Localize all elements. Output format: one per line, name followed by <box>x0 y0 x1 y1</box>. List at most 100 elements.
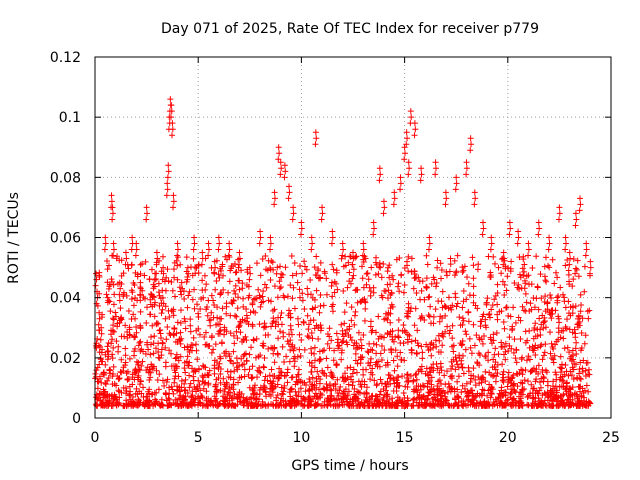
data-point <box>340 389 347 396</box>
data-point <box>342 330 349 337</box>
data-point <box>284 293 291 300</box>
data-point <box>530 347 537 354</box>
data-point <box>223 348 230 355</box>
data-point <box>102 391 109 398</box>
data-point <box>120 293 127 300</box>
data-point <box>405 253 412 260</box>
data-point <box>210 297 217 304</box>
data-point <box>321 347 328 354</box>
data-point <box>485 349 492 356</box>
data-point <box>465 368 472 375</box>
data-point <box>487 314 494 321</box>
data-point <box>495 351 502 358</box>
data-point <box>361 378 368 385</box>
data-point <box>274 264 281 271</box>
data-point <box>320 302 327 309</box>
data-point <box>573 339 580 346</box>
data-point <box>308 345 315 352</box>
data-point <box>507 265 514 272</box>
data-point <box>562 234 569 241</box>
data-point <box>468 141 475 148</box>
data-point <box>164 174 171 181</box>
data-point <box>333 330 340 337</box>
data-point <box>276 285 283 292</box>
data-point <box>456 314 463 321</box>
data-point <box>575 273 582 280</box>
data-point <box>564 316 571 323</box>
data-point <box>564 257 571 264</box>
data-point <box>288 402 295 409</box>
data-point <box>442 189 449 196</box>
data-point <box>160 264 167 271</box>
data-point <box>108 198 115 205</box>
data-point <box>423 275 430 282</box>
data-point <box>289 272 296 279</box>
data-point <box>156 302 163 309</box>
data-point <box>418 312 425 319</box>
data-point <box>123 255 130 262</box>
data-point <box>387 328 394 335</box>
y-tick-label: 0.02 <box>50 351 81 367</box>
data-point <box>514 383 521 390</box>
data-point <box>427 303 434 310</box>
data-point <box>169 287 176 294</box>
data-point <box>99 358 106 365</box>
data-point <box>98 330 105 337</box>
data-point <box>524 337 531 344</box>
data-point <box>500 376 507 383</box>
data-point <box>532 351 539 358</box>
data-point <box>146 377 153 384</box>
data-point <box>374 381 381 388</box>
data-point <box>395 316 402 323</box>
data-point <box>220 375 227 382</box>
data-point <box>524 393 531 400</box>
data-point <box>216 328 223 335</box>
data-point <box>247 402 254 409</box>
data-point <box>342 253 349 260</box>
data-point <box>415 342 422 349</box>
data-point <box>553 376 560 383</box>
data-point <box>501 351 508 358</box>
data-point <box>380 394 387 401</box>
data-point <box>191 383 198 390</box>
data-point <box>174 252 181 259</box>
data-point <box>233 328 240 335</box>
data-point <box>486 369 493 376</box>
data-point <box>151 294 158 301</box>
data-point <box>159 377 166 384</box>
data-point <box>405 377 412 384</box>
y-tick-label: 0.08 <box>50 170 81 186</box>
data-point <box>187 380 194 387</box>
data-point <box>156 292 163 299</box>
data-point <box>384 393 391 400</box>
data-point <box>178 291 185 298</box>
data-point <box>174 246 181 253</box>
data-point <box>315 266 322 273</box>
data-point <box>494 281 501 288</box>
data-point <box>428 364 435 371</box>
data-point <box>527 300 534 307</box>
data-point <box>533 368 540 375</box>
data-point <box>552 394 559 401</box>
data-point <box>375 270 382 277</box>
data-point <box>413 376 420 383</box>
data-point <box>499 392 506 399</box>
data-point <box>357 389 364 396</box>
data-point <box>126 392 133 399</box>
data-point <box>435 349 442 356</box>
data-point <box>110 252 117 259</box>
data-point <box>342 370 349 377</box>
data-point <box>350 255 357 262</box>
data-point <box>187 322 194 329</box>
data-point <box>225 252 232 259</box>
data-point <box>348 304 355 311</box>
grid-lines <box>95 57 611 418</box>
data-point <box>456 352 463 359</box>
data-point <box>454 394 461 401</box>
data-point <box>369 327 376 334</box>
data-point <box>376 391 383 398</box>
data-point <box>492 366 499 373</box>
data-point <box>404 397 411 404</box>
data-point <box>384 331 391 338</box>
data-point <box>105 339 112 346</box>
